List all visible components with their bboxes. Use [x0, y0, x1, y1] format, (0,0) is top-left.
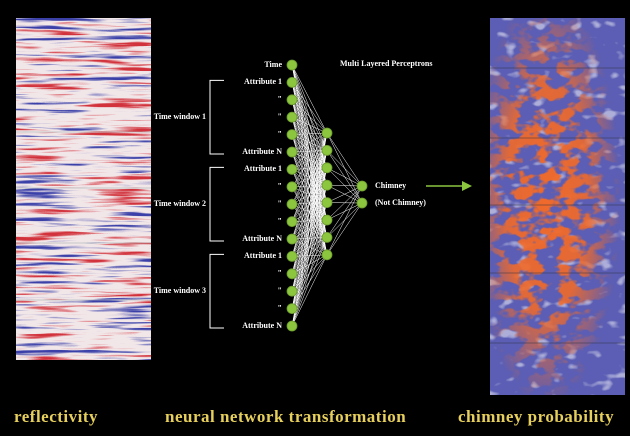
probability-image — [490, 18, 625, 395]
node — [287, 77, 297, 87]
output-label: Chimney — [375, 181, 406, 190]
input-label: " — [278, 129, 282, 138]
node — [287, 304, 297, 314]
connection — [327, 133, 362, 186]
window-label: Time window 2 — [154, 199, 206, 208]
node — [287, 217, 297, 227]
bracket — [210, 254, 224, 328]
input-label: Time — [264, 60, 282, 69]
caption: neural network transformation — [165, 407, 406, 426]
input-label: " — [278, 199, 282, 208]
node — [322, 180, 332, 190]
node — [287, 269, 297, 279]
node — [322, 232, 332, 242]
connection — [327, 203, 362, 255]
node — [322, 250, 332, 260]
node — [287, 234, 297, 244]
connections — [292, 65, 362, 326]
node — [322, 128, 332, 138]
input-label: Attribute 1 — [244, 164, 282, 173]
input-label: " — [278, 303, 282, 312]
node — [287, 95, 297, 105]
output-label: (Not Chimney) — [375, 198, 426, 207]
window-label: Time window 3 — [154, 286, 206, 295]
node — [287, 60, 297, 70]
connection — [327, 168, 362, 186]
node — [322, 163, 332, 173]
node — [287, 147, 297, 157]
network-title: Multi Layered Perceptrons — [340, 59, 432, 68]
node — [287, 286, 297, 296]
input-label: " — [278, 112, 282, 121]
input-label: " — [278, 95, 282, 104]
node — [322, 215, 332, 225]
figure: Time Attribute 1 " " " Attribute N Attribute 1… — [0, 0, 630, 436]
input-label: Attribute N — [242, 234, 282, 243]
node — [287, 251, 297, 261]
bracket — [210, 80, 224, 154]
input-label: " — [278, 286, 282, 295]
input-label: " — [278, 216, 282, 225]
node — [287, 199, 297, 209]
input-label: Attribute N — [242, 321, 282, 330]
node — [287, 112, 297, 122]
reflectivity-image — [16, 18, 151, 360]
node — [322, 198, 332, 208]
node — [357, 181, 367, 191]
arrow — [426, 181, 472, 191]
input-label: " — [278, 269, 282, 278]
input-label: Attribute 1 — [244, 77, 282, 86]
bracket — [210, 167, 224, 241]
node — [287, 164, 297, 174]
node — [287, 130, 297, 140]
input-label: Attribute 1 — [244, 251, 282, 260]
window-label: Time window 1 — [154, 112, 206, 121]
neural-network: Time Attribute 1 " " " Attribute N Attribute 1… — [154, 60, 427, 331]
node — [287, 321, 297, 331]
caption: chimney probability — [458, 407, 614, 426]
node — [357, 198, 367, 208]
input-label: " — [278, 182, 282, 191]
caption: reflectivity — [14, 407, 98, 426]
node — [287, 182, 297, 192]
connection — [327, 186, 362, 237]
node — [322, 145, 332, 155]
input-label: Attribute N — [242, 147, 282, 156]
